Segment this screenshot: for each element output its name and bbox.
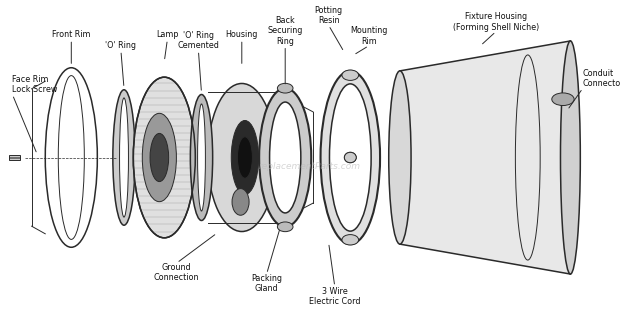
Ellipse shape	[208, 83, 276, 232]
Ellipse shape	[120, 98, 128, 217]
Ellipse shape	[190, 94, 213, 220]
Ellipse shape	[344, 152, 356, 163]
Text: 3 Wire
Electric Cord: 3 Wire Electric Cord	[309, 287, 361, 306]
Ellipse shape	[560, 41, 580, 274]
Ellipse shape	[198, 104, 205, 211]
Text: 'O' Ring: 'O' Ring	[105, 41, 136, 50]
Ellipse shape	[113, 90, 135, 225]
Text: replacementParts.com: replacementParts.com	[259, 163, 361, 171]
Text: Back
Securing
Ring: Back Securing Ring	[267, 16, 303, 46]
Ellipse shape	[321, 71, 380, 244]
Text: Conduit
Connector: Conduit Connector	[583, 69, 620, 88]
Ellipse shape	[389, 71, 411, 244]
Ellipse shape	[329, 84, 371, 231]
Ellipse shape	[277, 222, 293, 232]
Text: Potting
Resin: Potting Resin	[314, 6, 343, 25]
Ellipse shape	[45, 68, 97, 247]
Ellipse shape	[552, 93, 574, 106]
Ellipse shape	[277, 83, 293, 93]
Text: Face Rim
Lock Screw: Face Rim Lock Screw	[12, 75, 58, 94]
Ellipse shape	[150, 134, 169, 181]
Text: Fixture Housing
(Forming Shell Niche): Fixture Housing (Forming Shell Niche)	[453, 12, 539, 32]
Text: Mounting
Rim: Mounting Rim	[350, 26, 388, 46]
Text: Packing
Gland: Packing Gland	[251, 274, 282, 294]
Text: 'O' Ring
Cemented: 'O' Ring Cemented	[177, 31, 219, 50]
Ellipse shape	[58, 76, 84, 239]
Ellipse shape	[342, 235, 358, 245]
Ellipse shape	[133, 77, 195, 238]
Ellipse shape	[232, 189, 249, 215]
Ellipse shape	[237, 137, 252, 178]
Polygon shape	[400, 41, 570, 274]
Text: Front Rim: Front Rim	[52, 30, 91, 39]
Ellipse shape	[515, 55, 540, 260]
FancyBboxPatch shape	[9, 155, 20, 160]
Ellipse shape	[344, 152, 356, 163]
Ellipse shape	[342, 70, 358, 80]
Text: Lamp: Lamp	[156, 30, 179, 39]
Ellipse shape	[231, 121, 259, 194]
Ellipse shape	[259, 88, 311, 227]
Text: Housing: Housing	[226, 30, 258, 39]
Text: Ground
Connection: Ground Connection	[154, 263, 200, 283]
Ellipse shape	[142, 113, 177, 202]
Ellipse shape	[270, 102, 301, 213]
